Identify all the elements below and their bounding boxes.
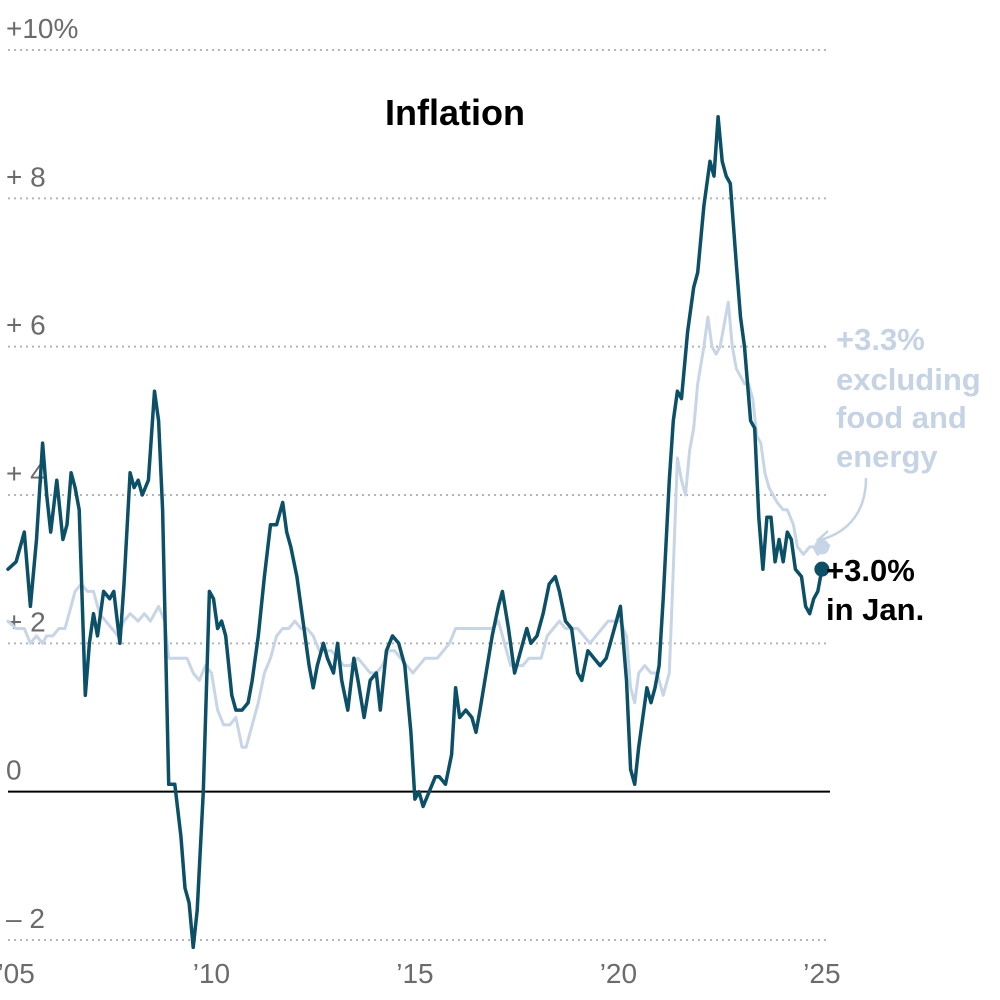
x-tick-label: ’10 (193, 958, 230, 989)
core-cpi-line (6, 300, 824, 749)
y-tick-label: + 8 (6, 161, 46, 192)
y-tick-label: + 6 (6, 310, 46, 341)
y-tick-label: – 2 (6, 903, 45, 934)
core-label-line-4: energy (836, 439, 938, 474)
series-layer (6, 115, 830, 950)
chart-title: Inflation (385, 92, 525, 133)
x-tick-label: ’20 (600, 958, 637, 989)
x-tick-label: ’25 (803, 958, 840, 989)
y-tick-label: 0 (6, 755, 22, 786)
core-label-line-1: +3.3% (836, 322, 925, 357)
headline-label-line-2: in Jan. (826, 592, 924, 627)
headline-label-line-1: +3.0% (826, 553, 915, 588)
core-label-line-3: food and (836, 400, 967, 435)
x-axis-ticks: ’05 ’10 ’15 ’20 ’25 (0, 958, 841, 989)
headline-endpoint-dot (814, 561, 830, 577)
y-axis-ticks: +10%+ 8+ 6+ 4+ 20– 2 (6, 13, 78, 934)
annotation-arrow (819, 477, 868, 542)
x-tick-label: ’15 (396, 958, 433, 989)
core-label-line-2: excluding (836, 362, 981, 397)
x-tick-label: ’05 (0, 958, 35, 989)
y-tick-label: +10% (6, 13, 78, 44)
headline-cpi-line (6, 115, 824, 950)
annotation-arrowhead (815, 530, 831, 548)
